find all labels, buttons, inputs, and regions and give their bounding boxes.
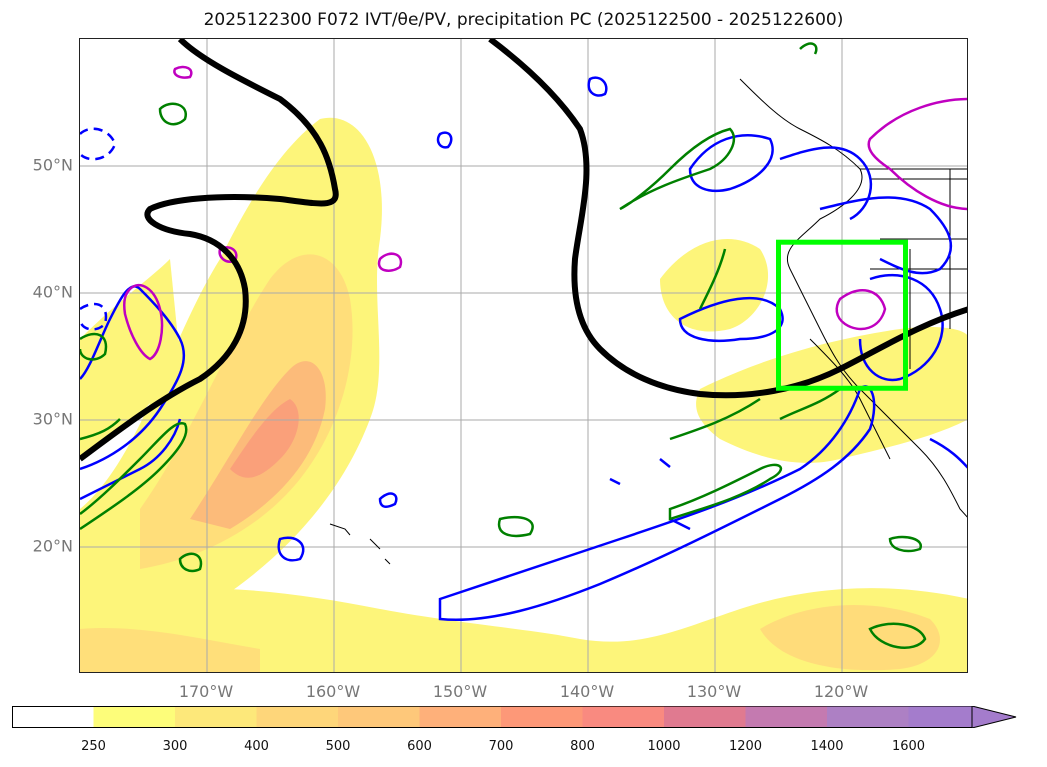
- colorbar-extend-arrow: [971, 706, 1017, 728]
- colorbar-tick-label: 600: [407, 739, 432, 754]
- colorbar-segment: [664, 706, 746, 728]
- ivt-colorbar: [12, 706, 1017, 728]
- colorbar-tick-label: 1000: [647, 739, 681, 754]
- longitude-label: 120°W: [813, 682, 869, 701]
- colorbar-tick-label: 500: [325, 739, 351, 754]
- longitude-label: 130°W: [686, 682, 742, 701]
- colorbar-segment: [501, 706, 583, 728]
- colorbar-segment: [908, 706, 972, 728]
- colorbar-segment: [419, 706, 502, 728]
- latitude-label: 20°N: [32, 536, 73, 556]
- colorbar-tick-label: 1200: [728, 739, 763, 754]
- map-title: 2025122300 F072 IVT/θe/PV, precipitation…: [203, 10, 844, 30]
- longitude-label: 170°W: [178, 682, 234, 701]
- colorbar-tick-label: 400: [244, 739, 269, 754]
- longitude-label: 160°W: [305, 682, 361, 701]
- colorbar-segment: [338, 706, 420, 728]
- longitude-label: 140°W: [559, 682, 615, 701]
- map-canvas: [80, 39, 967, 672]
- colorbar-segment: [827, 706, 909, 728]
- latitude-label: 40°N: [32, 282, 73, 302]
- colorbar-segment: [745, 706, 828, 728]
- colorbar-segment: [93, 706, 176, 728]
- colorbar-tick-label: 700: [488, 739, 514, 754]
- colorbar-segment: [175, 706, 257, 728]
- longitude-label: 150°W: [432, 682, 488, 701]
- colorbar-outline: [12, 706, 973, 728]
- ivt-shading: [80, 117, 967, 672]
- green-contours: [80, 42, 927, 649]
- colorbar-segment: [256, 706, 339, 728]
- pv-contour: [80, 39, 967, 462]
- colorbar-tick-label: 800: [570, 739, 595, 754]
- colorbar-segment: [582, 706, 665, 728]
- colorbar-tick-label: 1400: [810, 739, 844, 754]
- latitude-label: 30°N: [32, 409, 73, 429]
- colorbar-tick-label: 250: [81, 739, 106, 754]
- magenta-contours: [122, 65, 967, 361]
- blue-contours: [80, 76, 967, 621]
- colorbar-tick-label: 1600: [891, 739, 926, 754]
- colorbar-segment: [12, 706, 94, 728]
- region-highlight-box: [776, 239, 908, 391]
- map-panel[interactable]: [79, 38, 968, 673]
- graticule: [80, 39, 967, 672]
- colorbar-tick-label: 300: [162, 739, 188, 754]
- latitude-label: 50°N: [32, 155, 73, 175]
